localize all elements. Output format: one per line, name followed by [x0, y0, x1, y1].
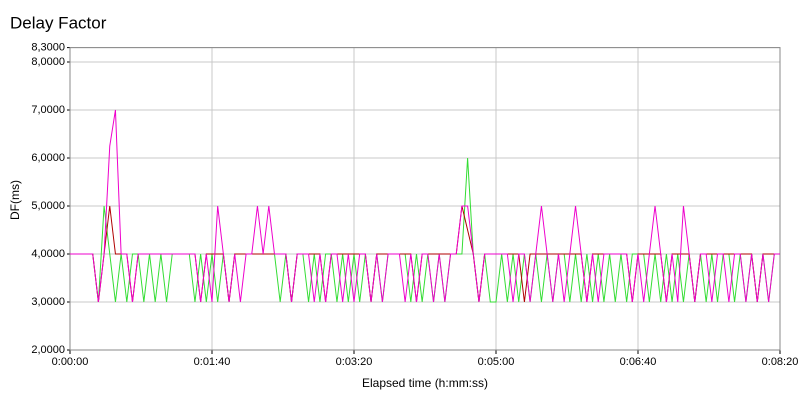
chart-title: Delay Factor — [10, 13, 107, 32]
plot-frame — [69, 47, 781, 351]
x-axis-label: Elapsed time (h:mm:ss) — [362, 376, 488, 390]
y-tick-label: 3,0000 — [31, 296, 65, 308]
y-tick-label: 8,3000 — [31, 42, 65, 54]
x-tick-label: 0:08:20 — [762, 356, 799, 368]
y-tick-label: 5,0000 — [31, 200, 65, 212]
y-tick-label: 6,0000 — [31, 152, 65, 164]
y-tick-label: 7,0000 — [31, 104, 65, 116]
x-tick-label: 0:00:00 — [52, 356, 89, 368]
x-tick-label: 0:01:40 — [194, 356, 231, 368]
y-tick-label: 8,0000 — [31, 56, 65, 68]
x-tick-label: 0:06:40 — [620, 356, 657, 368]
x-tick-label: 0:05:00 — [478, 356, 515, 368]
y-tick-label: 2,0000 — [31, 344, 65, 356]
y-tick-label: 4,0000 — [31, 248, 65, 260]
series-line — [70, 109, 780, 303]
y-axis-label: DF(ms) — [8, 180, 22, 220]
x-tick-label: 0:03:20 — [336, 356, 373, 368]
